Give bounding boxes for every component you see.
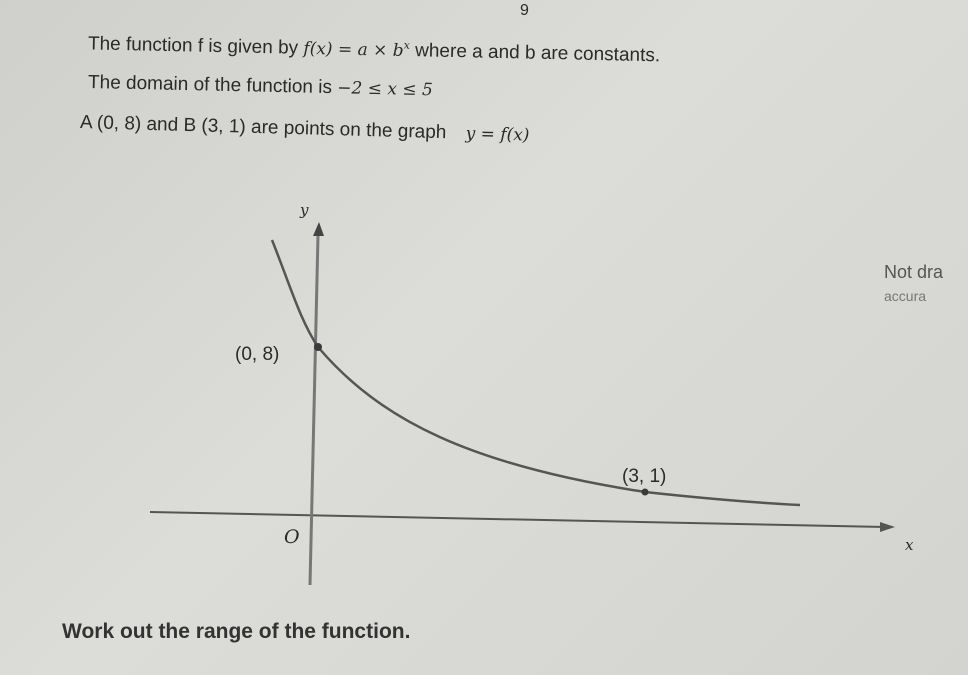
y-label: y [299,201,309,219]
point-label: (0, 8) [235,344,279,365]
y-arrow [313,222,324,236]
point-b [641,488,649,496]
note: Not dra [884,262,944,282]
point-label: (3, 1) [622,466,666,487]
x-arrow [880,522,895,532]
y-axis [308,234,320,586]
point-a [314,343,322,351]
x-axis [149,511,886,528]
note: accura [884,288,927,304]
question-number: 9 [520,2,529,19]
task: Work out the range of the function. [62,620,411,643]
curve [270,239,801,507]
x-label: x [905,536,914,554]
origin-label: O [284,526,300,548]
